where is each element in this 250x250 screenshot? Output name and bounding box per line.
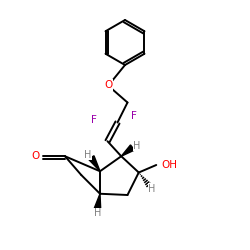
Text: F: F [131, 111, 137, 121]
Polygon shape [94, 194, 101, 209]
Text: H: H [133, 141, 140, 151]
Text: H: H [84, 150, 91, 160]
Text: F: F [91, 115, 97, 125]
Text: O: O [104, 80, 113, 90]
Text: OH: OH [161, 160, 177, 170]
Polygon shape [121, 145, 134, 156]
Text: O: O [31, 151, 39, 161]
Polygon shape [88, 156, 100, 171]
Text: H: H [94, 208, 101, 218]
Text: H: H [148, 184, 156, 194]
